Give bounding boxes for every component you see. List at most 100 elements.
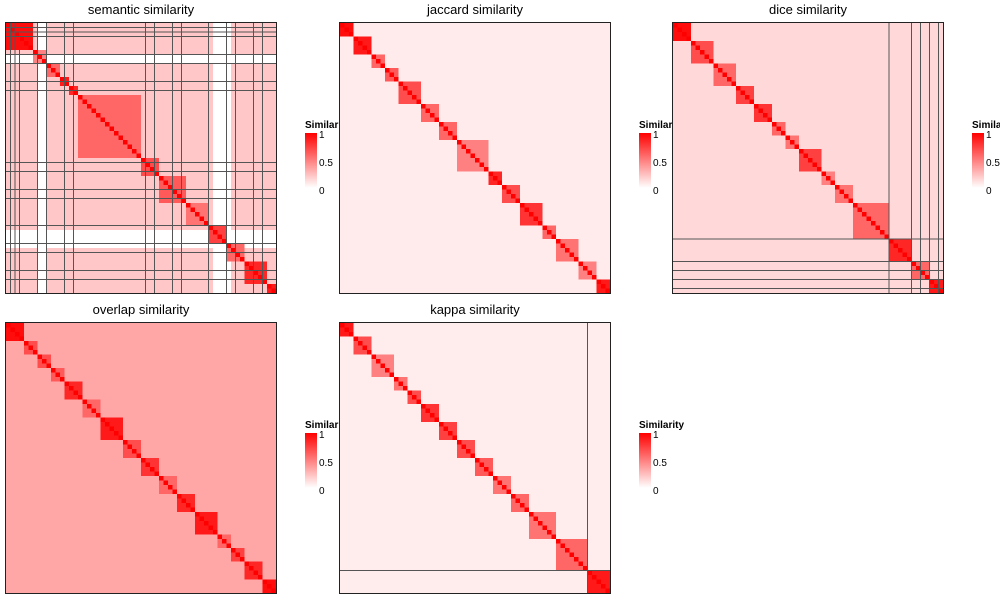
diagonal-cell — [60, 77, 65, 82]
diagonal-cell — [385, 68, 390, 73]
diagonal-cell — [466, 149, 471, 154]
diagonal-cell — [91, 108, 96, 113]
legend-overlap: Similarity 1 0.5 0 — [305, 420, 345, 500]
diagonal-cell — [177, 494, 182, 499]
diagonal-cell — [109, 426, 114, 431]
diagonal-cell — [172, 489, 177, 494]
diagonal-cell — [37, 54, 42, 59]
diagonal-cell — [884, 234, 889, 239]
diagonal-cell — [258, 575, 263, 580]
heatmap-semantic — [5, 22, 277, 294]
diagonal-cell — [524, 507, 529, 512]
diagonal-cell — [64, 81, 69, 86]
diagonal-cell — [55, 72, 60, 77]
diagonal-cell — [394, 77, 399, 82]
chart-title: overlap similarity — [92, 302, 190, 317]
diagonal-cell — [704, 54, 709, 59]
diagonal-cell — [407, 390, 412, 395]
diagonal-cell — [524, 207, 529, 212]
diagonal-cell — [208, 225, 213, 230]
diagonal-cell — [262, 579, 267, 584]
diagonal-cell — [222, 239, 227, 244]
diagonal-cell — [385, 368, 390, 373]
diagonal-cell — [15, 32, 20, 37]
diagonal-cell — [920, 270, 925, 275]
diagonal-cell — [204, 221, 209, 226]
diagonal-cell — [574, 257, 579, 262]
diagonal-cell — [177, 194, 182, 199]
diagonal-cell — [217, 534, 222, 539]
diagonal-cell — [898, 248, 903, 253]
diagonal-cell — [28, 45, 33, 50]
diagonal-cell — [488, 171, 493, 176]
diagonal-cell — [217, 234, 222, 239]
diagonal-cell — [695, 45, 700, 50]
diagonal-cell — [33, 350, 38, 355]
diagonal-cell — [938, 288, 943, 293]
diagonal-cell — [529, 212, 534, 217]
legend-tick-0: 0 — [319, 486, 325, 497]
legend-tick-0: 0 — [986, 186, 992, 197]
diagonal-cell — [515, 498, 520, 503]
diagonal-cell — [538, 221, 543, 226]
diagonal-cell — [412, 395, 417, 400]
diagonal-cell — [916, 266, 921, 271]
diagonal-cell — [547, 230, 552, 235]
diagonal-cell — [907, 257, 912, 262]
diagonal-cell — [596, 579, 601, 584]
diagonal-cell — [240, 257, 245, 262]
diagonal-cell — [520, 503, 525, 508]
diagonal-cell — [902, 252, 907, 257]
diagonal-cell — [42, 59, 47, 64]
diagonal-cell — [691, 41, 696, 46]
diagonal-cell — [448, 431, 453, 436]
diagonal-cell — [114, 431, 119, 436]
diagonal-cell — [398, 381, 403, 386]
diagonal-cell — [596, 279, 601, 284]
diagonal-cell — [511, 494, 516, 499]
diagonal-cell — [776, 126, 781, 131]
diagonal-cell — [713, 63, 718, 68]
diagonal-cell — [407, 90, 412, 95]
diagonal-cell — [560, 243, 565, 248]
diagonal-cell — [172, 189, 177, 194]
legend-title: Similarity — [972, 120, 1000, 131]
diagonal-cell — [353, 36, 358, 41]
diagonal-cell — [64, 381, 69, 386]
diagonal-cell — [583, 266, 588, 271]
diagonal-cell — [439, 122, 444, 127]
diagonal-cell — [830, 180, 835, 185]
diagonal-cell — [844, 194, 849, 199]
diagonal-cell — [249, 266, 254, 271]
diagonal-cell — [542, 225, 547, 230]
diagonal-cell — [398, 81, 403, 86]
diagonal-cell — [78, 95, 83, 100]
diagonal-cell — [515, 198, 520, 203]
diagonal-cell — [195, 212, 200, 217]
diagonal-cell — [709, 59, 714, 64]
diagonal-cell — [82, 99, 87, 104]
diagonal-cell — [578, 561, 583, 566]
diagonal-cell — [60, 377, 65, 382]
diagonal-cell — [127, 144, 132, 149]
diagonal-cell — [461, 444, 466, 449]
diagonal-cell — [154, 471, 159, 476]
diagonal-cell — [145, 162, 150, 167]
diagonal-cell — [73, 390, 78, 395]
diagonal-cell — [601, 584, 606, 589]
legend-tick-0: 0 — [653, 486, 659, 497]
diagonal-cell — [349, 32, 354, 37]
diagonal-cell — [82, 399, 87, 404]
diagonal-cell — [235, 252, 240, 257]
diagonal-cell — [601, 284, 606, 289]
diagonal-cell — [141, 158, 146, 163]
legend-tick-05: 0.5 — [319, 158, 333, 169]
diagonal-cell — [821, 171, 826, 176]
diagonal-cell — [470, 453, 475, 458]
diagonal-cell — [222, 539, 227, 544]
diagonal-cell — [340, 323, 345, 328]
diagonal-cell — [159, 176, 164, 181]
diagonal-cell — [547, 530, 552, 535]
diagonal-cell — [461, 144, 466, 149]
diagonal-cell — [362, 345, 367, 350]
